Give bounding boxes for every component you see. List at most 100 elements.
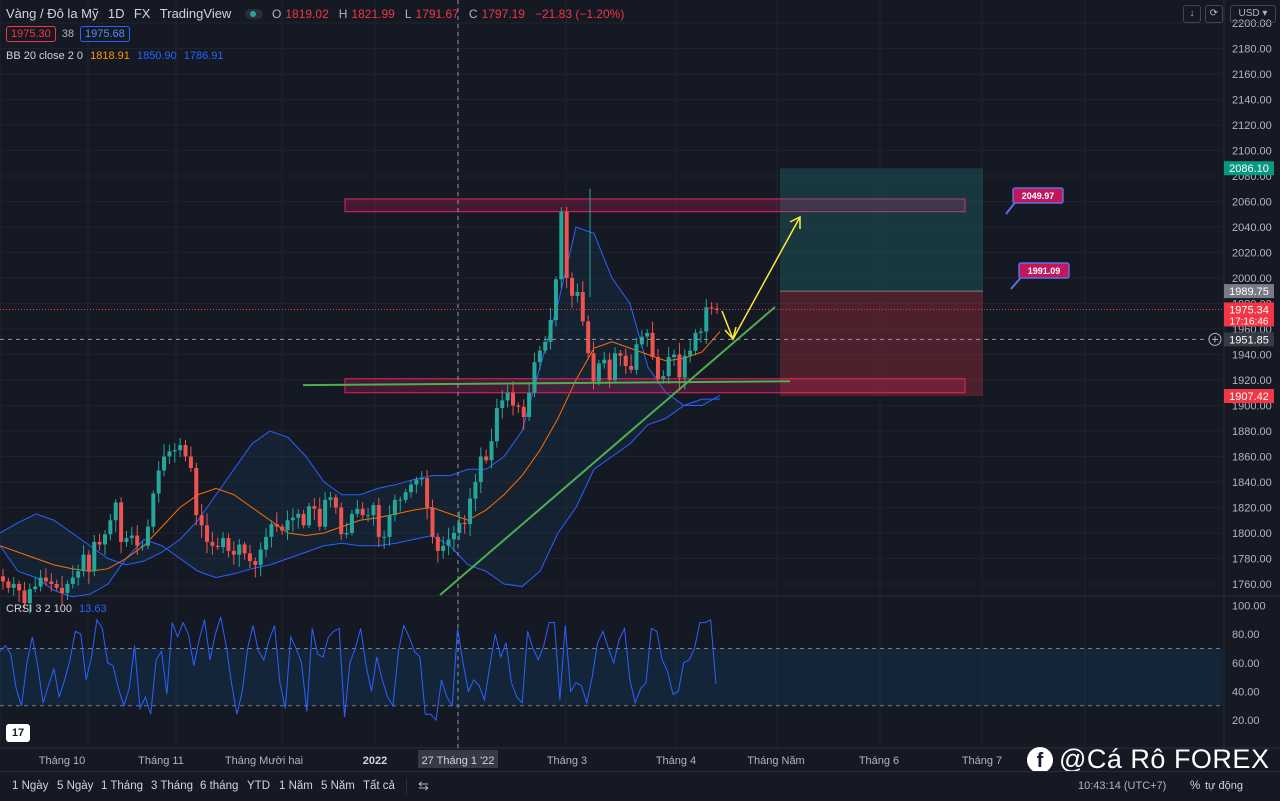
candle-body [221, 538, 226, 548]
callout-box [1018, 262, 1070, 279]
time-tick-label: Tháng 4 [656, 755, 696, 767]
price-tick-label: 2000.00 [1232, 273, 1272, 285]
candle-body [639, 336, 644, 345]
currency-label: USD [1238, 8, 1260, 19]
price-tick-label: 1920.00 [1232, 375, 1272, 387]
timeframe-5y[interactable]: 5 Năm [321, 780, 355, 792]
price-tick-label: 1760.00 [1232, 579, 1272, 591]
bb-legend[interactable]: BB 20 close 2 0 1818.91 1850.90 1786.91 [6, 50, 224, 62]
candle-body [140, 545, 145, 547]
interval[interactable]: 1D [107, 6, 125, 21]
ask-price[interactable]: 1975.68 [80, 26, 130, 42]
bottom-toolbar: 1 Ngày 5 Ngày 1 Tháng 3 Tháng 6 tháng YT… [0, 771, 1280, 801]
arrow-down-icon[interactable]: ↓ [1183, 5, 1201, 23]
candle-body [81, 554, 86, 572]
crsi-name: CRSI 3 2 100 [6, 603, 73, 615]
candle-body [92, 541, 97, 572]
callout-box [1012, 187, 1064, 204]
candle-body [500, 400, 505, 409]
arrow-head-up [789, 215, 801, 229]
timeframe-3m[interactable]: 3 Tháng [151, 780, 193, 792]
timeframe-ytd[interactable]: YTD [247, 780, 270, 792]
horizontal-trendline [302, 380, 791, 387]
candle-body [650, 332, 655, 358]
candle-body [113, 502, 118, 521]
bid-ask[interactable]: 1975.30 38 1975.68 [6, 26, 130, 42]
price-tick-label: 2180.00 [1232, 44, 1272, 56]
currency-button[interactable]: USD ▾ [1230, 5, 1276, 23]
candle-body [54, 584, 59, 588]
symbol-name[interactable]: Vàng / Đô la Mỹ [6, 6, 99, 21]
toolbar-divider [406, 778, 407, 794]
auto-scale-toggle[interactable]: tự động [1205, 780, 1243, 792]
price-callout: 2049.97 [1005, 187, 1064, 215]
ohlc-item: H 1821.99 [339, 7, 399, 21]
price-tick-label: 2120.00 [1232, 120, 1272, 132]
candle-body [344, 533, 349, 535]
candle-body [247, 553, 252, 562]
timeframe-6m[interactable]: 6 tháng [200, 780, 239, 792]
candle-body [119, 502, 124, 542]
tradingview-logo[interactable]: 17 [6, 724, 30, 742]
ohlc-key: L [404, 7, 412, 21]
candle-body [145, 526, 150, 546]
candle-body [33, 586, 38, 590]
ohlc-values: O 1819.02 H 1821.99 L 1791.67 C 1797.19 −21.83 (… [272, 7, 634, 21]
market-status-icon[interactable] [244, 9, 263, 19]
candle-body [613, 353, 617, 380]
callout-text: 1991.09 [1028, 266, 1061, 276]
timeframe-1d[interactable]: 1 Ngày [12, 780, 49, 792]
candle-body [623, 355, 628, 366]
replay-icon[interactable]: ⇆ [418, 778, 429, 793]
price-label-text: 1975.34 [1229, 304, 1269, 316]
price-tick-label: 1860.00 [1232, 452, 1272, 464]
bb-fill [0, 227, 720, 597]
time-tick-label: Tháng 11 [138, 755, 184, 767]
candle-body [484, 456, 489, 461]
bid-price[interactable]: 1975.30 [6, 26, 56, 42]
price-label-text: 1907.42 [1229, 391, 1269, 403]
ohlc-key: H [338, 7, 348, 21]
candle-body [22, 590, 27, 604]
price-label-text: 2086.10 [1229, 163, 1269, 175]
timeframe-1m[interactable]: 1 Tháng [101, 780, 143, 792]
timeframe-5d[interactable]: 5 Ngày [57, 780, 94, 792]
candle-body [387, 515, 392, 537]
candle-body [124, 538, 129, 542]
candle-body [596, 363, 601, 382]
candle-body [618, 353, 623, 356]
candle-body [366, 515, 371, 517]
candle-body [392, 499, 397, 516]
price-tick-label: 2100.00 [1232, 146, 1272, 158]
candle-body [543, 341, 548, 351]
candle-body [215, 545, 220, 548]
crsi-band-fill [0, 648, 1222, 706]
timeframe-1y[interactable]: 1 Năm [279, 780, 313, 792]
crsi-line [0, 616, 717, 722]
crsi-pane: 20.00 40.00 60.00 80.00 100.00 [0, 601, 1266, 727]
candle-body [323, 499, 328, 527]
data-source: TradingView [159, 6, 232, 21]
candle-body [704, 307, 709, 332]
candle-body [349, 513, 354, 533]
candle-body [376, 504, 381, 537]
refresh-icon[interactable]: ⟳ [1205, 5, 1223, 23]
price-tick-label: 2040.00 [1232, 222, 1272, 234]
candle-body [478, 456, 483, 482]
candle-body [371, 504, 376, 516]
candle-body [457, 522, 462, 533]
candle-body [580, 292, 585, 322]
candle-body [559, 211, 564, 280]
crsi-legend[interactable]: CRSI 3 2 100 13.63 [6, 603, 107, 615]
timeframe-all[interactable]: Tất cả [363, 780, 395, 792]
callout-text: 2049.97 [1022, 191, 1055, 201]
candle-body [97, 541, 102, 545]
percent-toggle[interactable]: % [1190, 780, 1201, 792]
crosshair-plus-icon [1208, 332, 1222, 346]
crsi-tick-label: 40.00 [1232, 686, 1260, 698]
facebook-icon: f [1027, 746, 1053, 773]
ohlc-key: O [272, 7, 282, 21]
price-tick-label: 1940.00 [1232, 350, 1272, 362]
price-label-bg [1224, 302, 1274, 327]
